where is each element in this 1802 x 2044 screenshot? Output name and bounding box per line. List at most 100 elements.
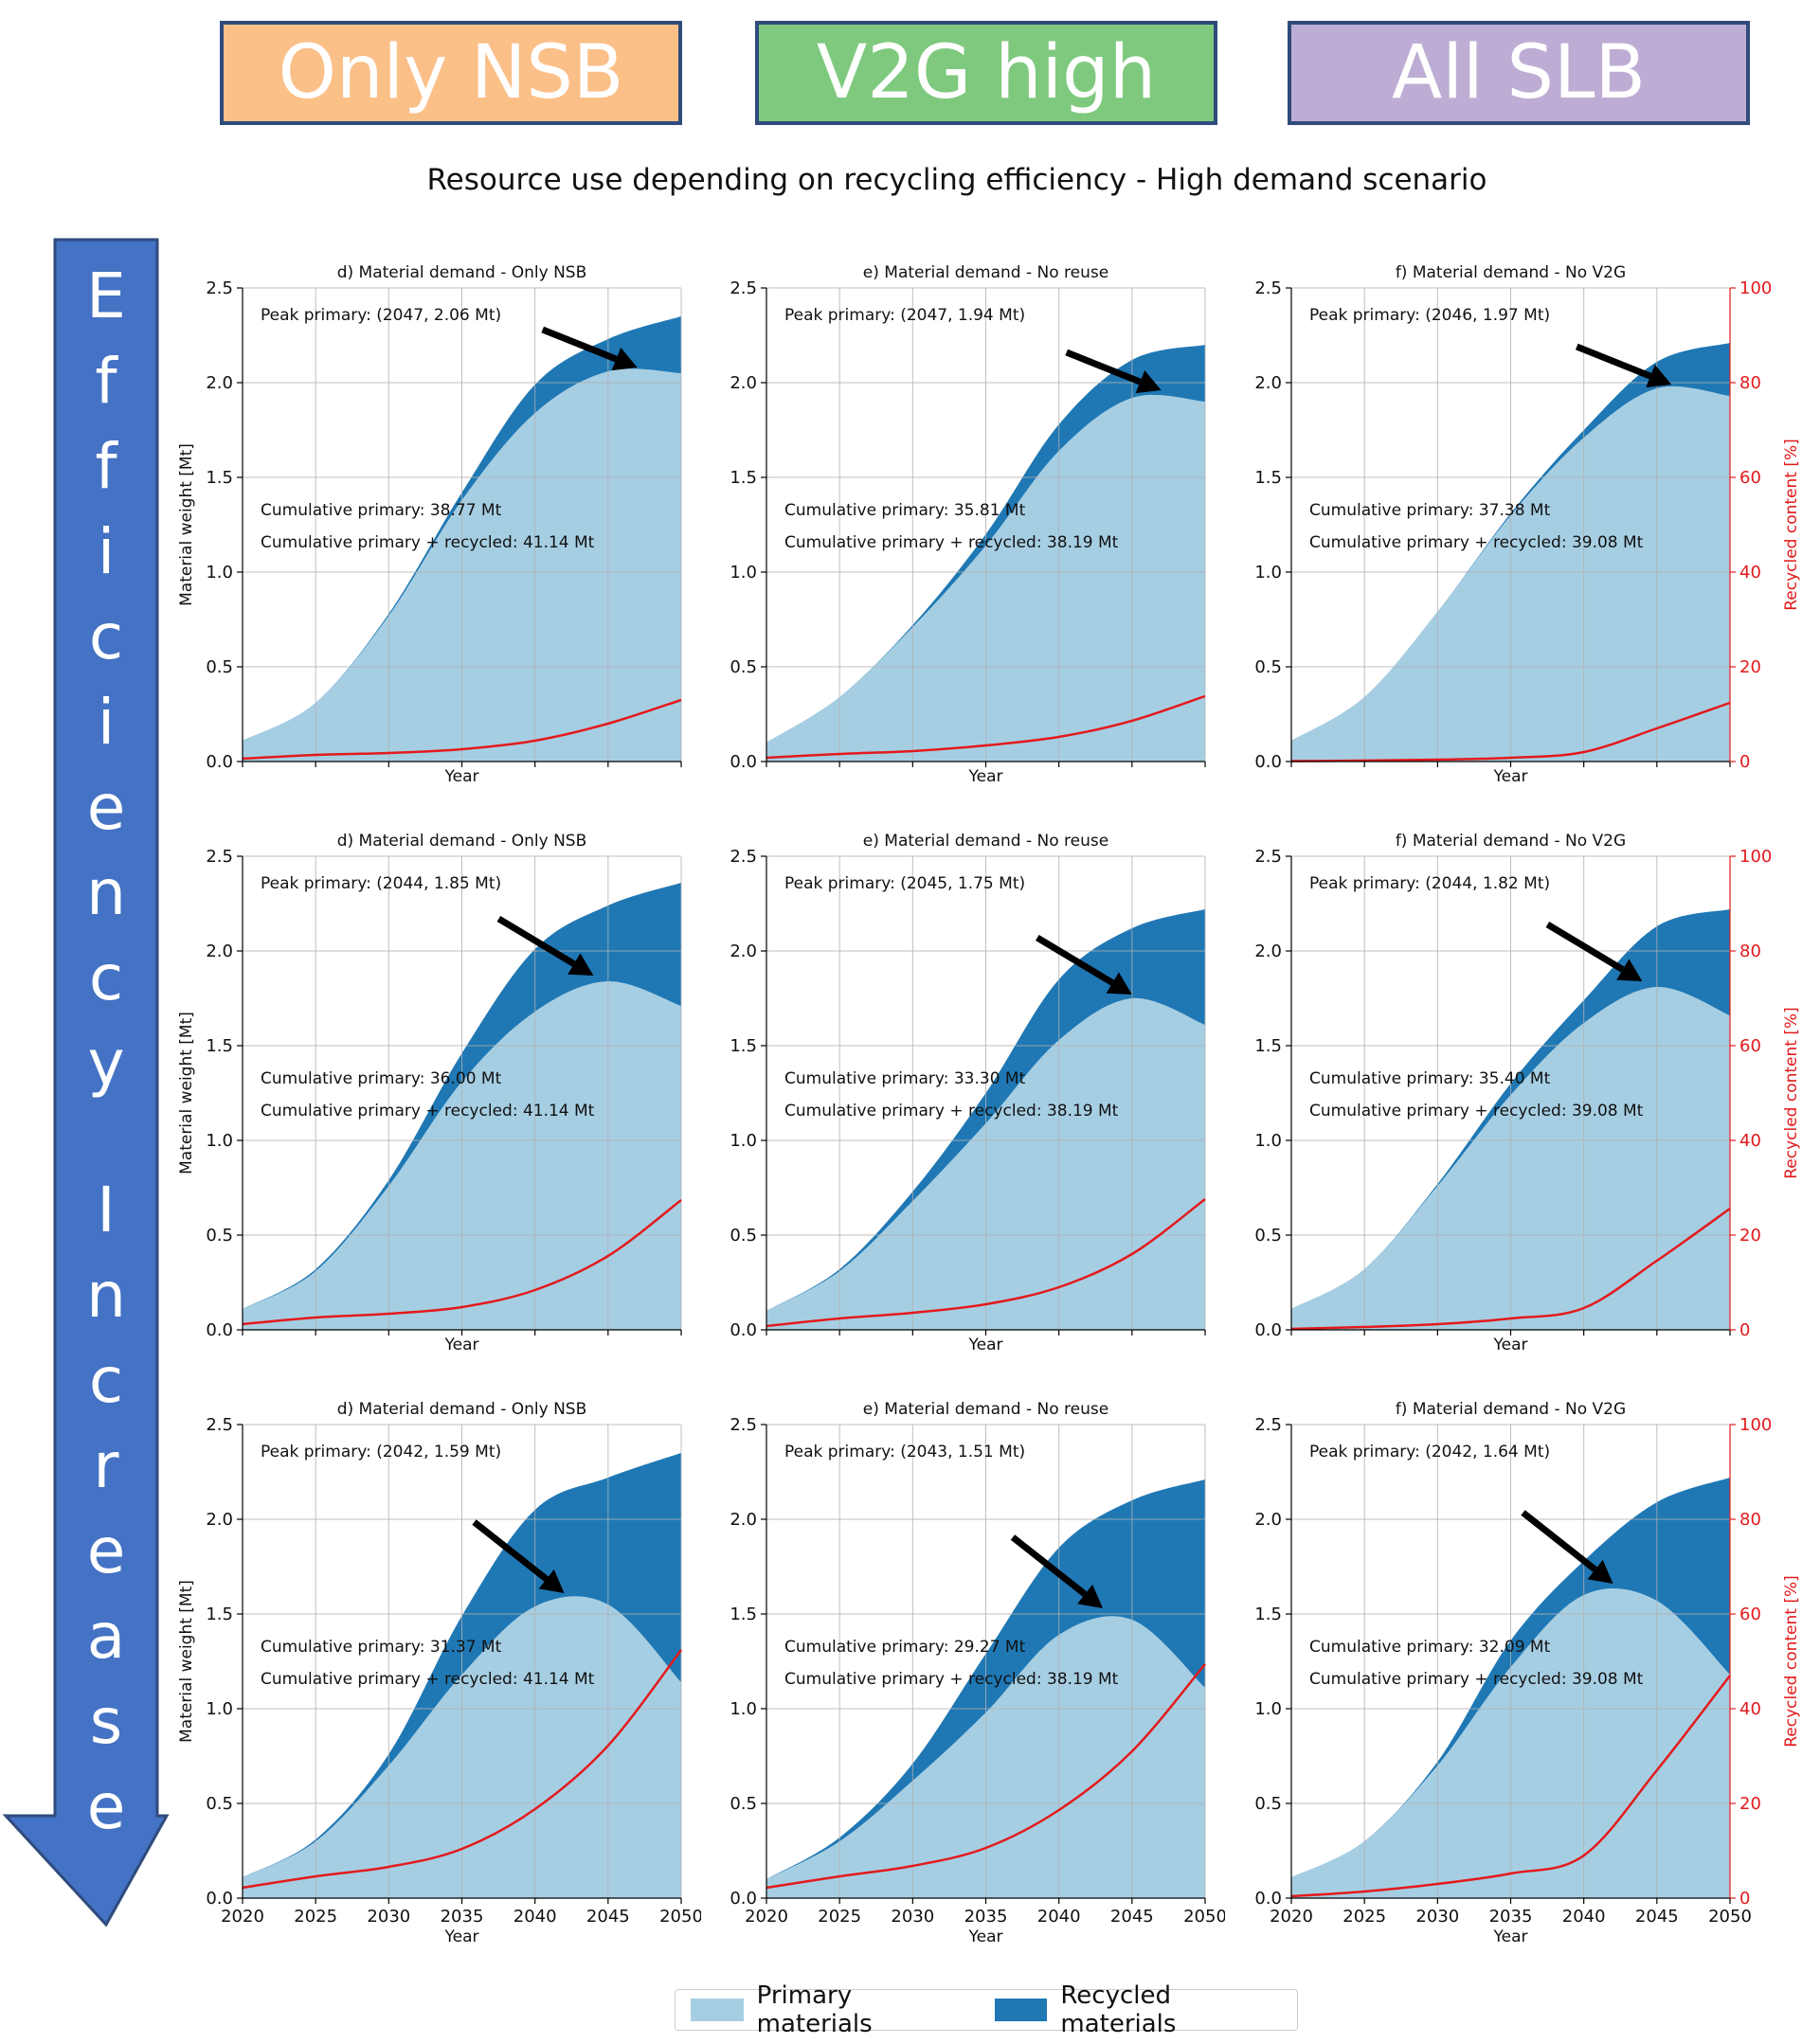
recycled-content-line	[766, 694, 1206, 760]
legend-item-primary: Primary materials	[691, 1981, 953, 2038]
peak-arrow-head	[1106, 972, 1132, 995]
cumulative-total-annotation: Cumulative primary + recycled: 39.08 Mt	[1309, 1102, 1644, 1121]
y-tick-label: 2.0	[1254, 1510, 1282, 1530]
x-tick-label: 2050	[659, 1907, 701, 1927]
legend: Primary materials Recycled materials	[675, 1981, 1298, 2038]
y-tick-label: 1.5	[1254, 468, 1282, 488]
arrow-letter: f	[95, 345, 118, 418]
x-tick-label: 2040	[514, 1907, 557, 1927]
y2-axis-label: Recycled content [%]	[1782, 1575, 1801, 1748]
x-axis-label: Year	[444, 1927, 479, 1946]
x-tick-label: 2050	[1183, 1907, 1225, 1927]
scenario-banner-v2g-high: V2G high	[755, 21, 1217, 125]
y-tick-label: 1.0	[206, 1699, 233, 1719]
cumulative-primary-annotation: Cumulative primary: 29.27 Mt	[784, 1638, 1026, 1657]
arrow-letter: a	[87, 1600, 125, 1673]
legend-swatch-recycled	[994, 1999, 1048, 2021]
y2-tick-label: 80	[1739, 373, 1761, 393]
cumulative-total-annotation: Cumulative primary + recycled: 41.14 Mt	[261, 533, 595, 552]
y-tick-label: 1.5	[730, 1036, 757, 1056]
x-tick-label: 2035	[1489, 1907, 1533, 1927]
cumulative-total-annotation: Cumulative primary + recycled: 38.19 Mt	[784, 1670, 1119, 1689]
y2-tick-label: 40	[1739, 563, 1761, 583]
cumulative-total-annotation: Cumulative primary + recycled: 39.08 Mt	[1309, 533, 1644, 552]
y-tick-label: 2.5	[730, 847, 757, 867]
y-tick-label: 0.0	[730, 1320, 757, 1340]
y2-tick-label: 0	[1739, 752, 1750, 772]
down-arrow-shape	[2, 238, 170, 1927]
x-axis-label: Year	[968, 1336, 1003, 1354]
chart-panel: e) Material demand - No reuse 0.0 0.5 1.0 1.…	[730, 1400, 1225, 1946]
x-tick-label: 2025	[818, 1907, 861, 1927]
peak-primary-annotation: Peak primary: (2047, 2.06 Mt)	[261, 306, 501, 325]
y-tick-label: 2.5	[730, 278, 757, 298]
y2-tick-label: 80	[1739, 941, 1761, 961]
y-axis-label: Material weight [Mt]	[177, 1580, 196, 1743]
y-tick-label: 2.5	[206, 847, 233, 867]
x-tick-label: 2020	[1270, 1907, 1313, 1927]
arrow-letter: s	[90, 1685, 122, 1758]
arrow-letter: r	[93, 1429, 119, 1502]
recycled-content-line	[242, 698, 682, 761]
y-tick-label: 0.0	[206, 1320, 233, 1340]
cumulative-primary-annotation: Cumulative primary: 38.77 Mt	[261, 501, 502, 520]
panel-title: f) Material demand - No V2G	[1396, 263, 1626, 282]
x-axis-label: Year	[444, 1336, 479, 1354]
x-tick-label: 2045	[1110, 1907, 1154, 1927]
y-tick-label: 1.5	[730, 468, 757, 488]
x-tick-label: 2025	[294, 1907, 337, 1927]
x-axis-label: Year	[968, 767, 1003, 786]
x-axis-label: Year	[444, 767, 479, 786]
x-tick-label: 2050	[1708, 1907, 1752, 1927]
y-tick-label: 2.5	[206, 278, 233, 298]
peak-arrow-head	[1077, 1584, 1103, 1608]
y-tick-label: 2.5	[206, 1415, 233, 1435]
cumulative-total-annotation: Cumulative primary + recycled: 41.14 Mt	[261, 1102, 595, 1121]
x-tick-label: 2020	[745, 1907, 788, 1927]
panel-title: d) Material demand - Only NSB	[337, 832, 587, 851]
y-tick-label: 0.5	[206, 1226, 233, 1246]
peak-arrow-head	[1587, 1559, 1613, 1584]
recycled-content-line	[242, 1199, 682, 1326]
y-tick-label: 1.0	[1254, 563, 1282, 583]
arrow-letter: c	[89, 601, 123, 673]
y-tick-label: 0.0	[206, 1889, 233, 1909]
x-tick-label: 2040	[1037, 1907, 1081, 1927]
y-tick-label: 2.0	[1254, 941, 1282, 961]
chart-panel: d) Material demand - Only NSB 0.0 0.5 1.0 1.…	[177, 263, 682, 786]
cumulative-total-annotation: Cumulative primary + recycled: 41.14 Mt	[261, 1670, 595, 1689]
peak-primary-annotation: Peak primary: (2044, 1.82 Mt)	[1309, 874, 1550, 893]
scenario-label: V2G high	[816, 30, 1157, 116]
peak-arrow-head	[611, 348, 638, 371]
chart-panel: d) Material demand - Only NSB 0.0 0.5 1.0 1.…	[177, 1400, 701, 1946]
peak-arrow-shaft	[1521, 1510, 1597, 1572]
y-tick-label: 1.0	[206, 1131, 233, 1151]
y2-tick-label: 40	[1739, 1131, 1761, 1151]
x-tick-label: 2035	[441, 1907, 484, 1927]
y-tick-label: 1.0	[1254, 1699, 1282, 1719]
peak-primary-annotation: Peak primary: (2044, 1.85 Mt)	[261, 874, 501, 893]
y-tick-label: 0.5	[730, 1226, 757, 1246]
panel-title: e) Material demand - No reuse	[863, 832, 1108, 851]
peak-arrow-shaft	[1010, 1534, 1088, 1597]
x-tick-label: 2045	[586, 1907, 630, 1927]
panel-title: d) Material demand - Only NSB	[337, 1400, 587, 1419]
x-tick-label: 2030	[891, 1907, 934, 1927]
panel-title: d) Material demand - Only NSB	[337, 263, 587, 282]
peak-arrow-head	[538, 1569, 565, 1593]
arrow-letter: n	[86, 856, 126, 929]
x-tick-label: 2025	[1342, 1907, 1386, 1927]
scenario-banner-only-nsb: Only NSB	[220, 21, 682, 125]
cumulative-primary-annotation: Cumulative primary: 36.00 Mt	[261, 1069, 502, 1088]
recycled-content-line	[1290, 701, 1731, 762]
y-tick-label: 0.5	[730, 657, 757, 677]
peak-arrow-shaft	[541, 326, 618, 363]
y-tick-label: 1.5	[206, 1605, 233, 1624]
cumulative-primary-annotation: Cumulative primary: 33.30 Mt	[784, 1069, 1026, 1088]
y2-tick-label: 60	[1739, 1036, 1761, 1056]
recycled-content-line	[766, 1663, 1206, 1890]
cumulative-primary-annotation: Cumulative primary: 31.37 Mt	[261, 1638, 502, 1657]
x-tick-label: 2040	[1562, 1907, 1606, 1927]
legend-label: Recycled materials	[1060, 1981, 1177, 2038]
recycled-content-line	[242, 1649, 682, 1890]
